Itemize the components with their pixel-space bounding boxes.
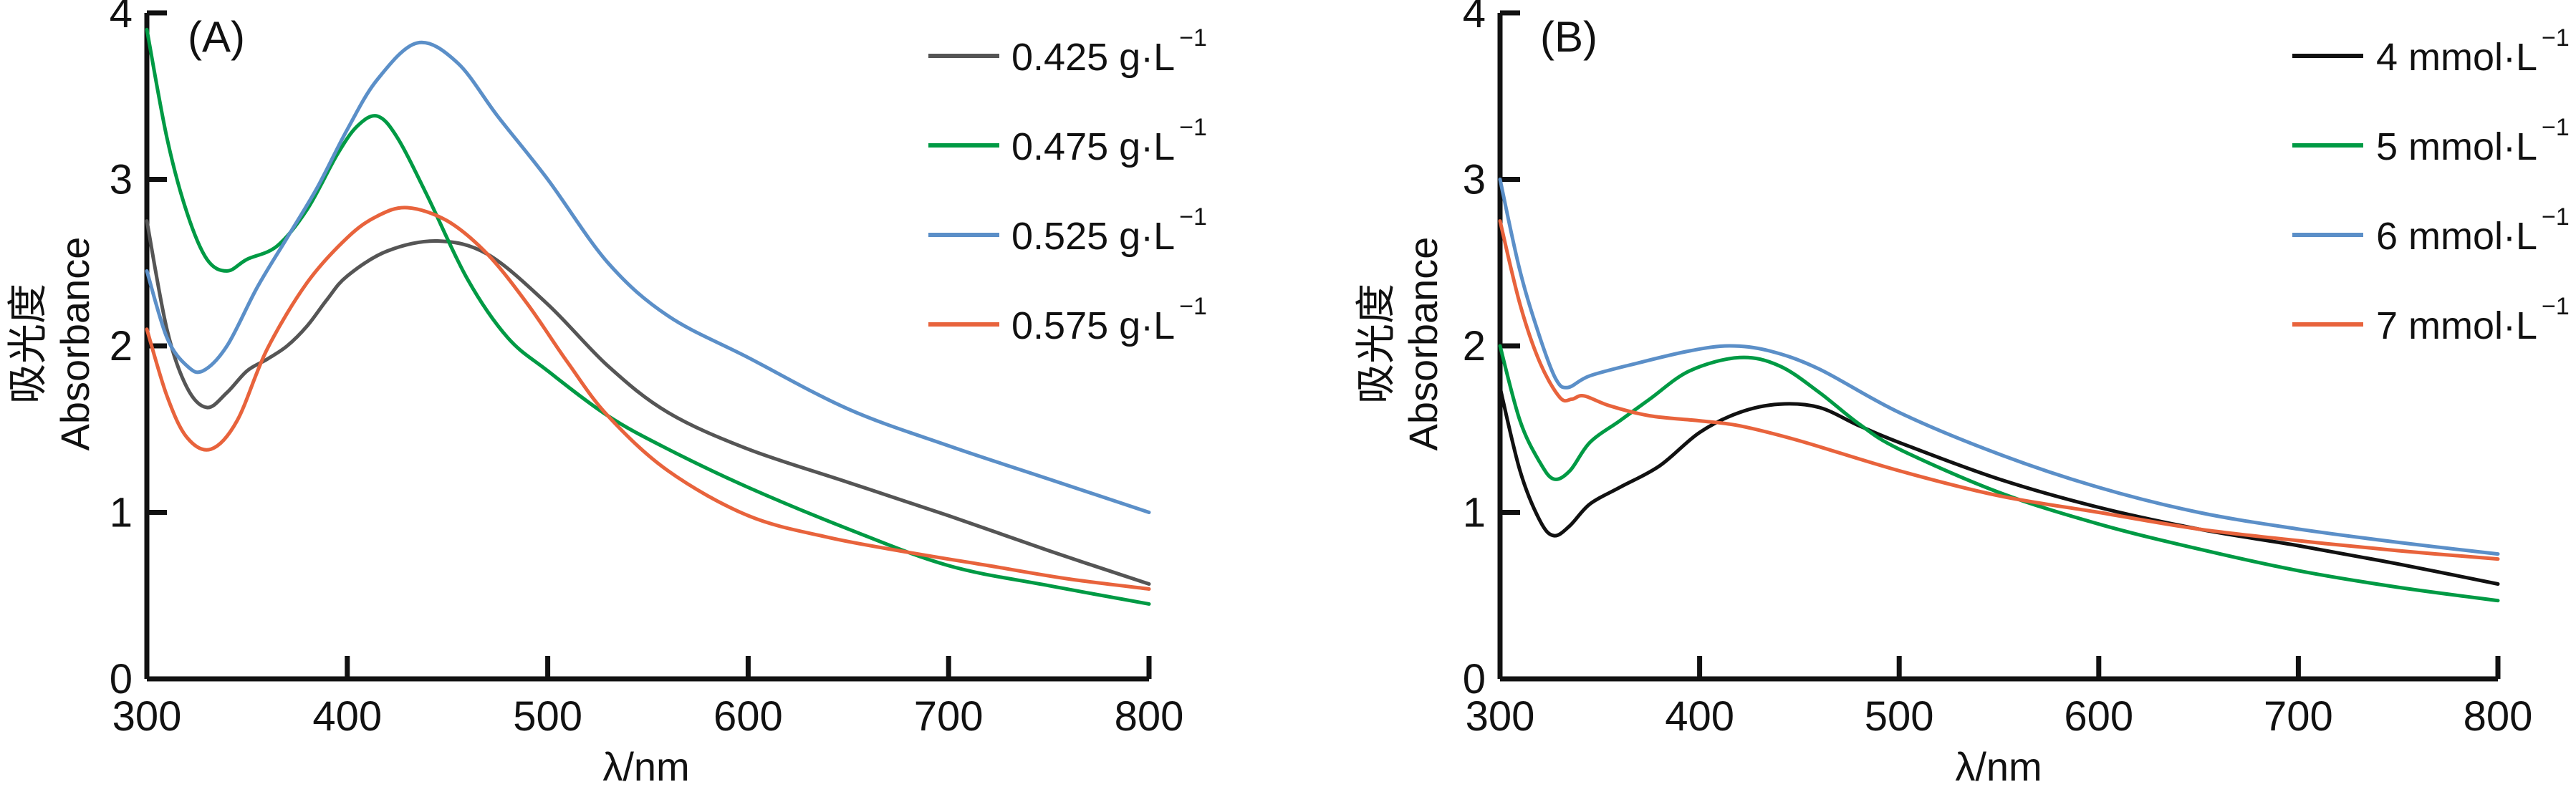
legend-label: 0.575 g·L: [1011, 304, 1175, 347]
y-tick-label: 2: [1463, 323, 1486, 370]
legend-label: 5 mmol·L: [2376, 125, 2537, 168]
legend-superscript: −1: [2542, 24, 2570, 52]
x-axis-label: λ/nm: [602, 744, 689, 787]
x-tick-label: 300: [1466, 693, 1535, 740]
x-tick-label: 800: [1115, 693, 1184, 740]
x-tick-label: 700: [914, 693, 984, 740]
legend-superscript: −1: [1179, 293, 1207, 320]
panel-label: (A): [188, 13, 245, 61]
legend-label: 0.425 g·L: [1011, 36, 1175, 79]
legend-entry: 7 mmol·L −1: [2292, 293, 2570, 347]
y-tick-label: 2: [110, 323, 133, 370]
legend-entry: 0.425 g·L −1: [928, 24, 1207, 79]
panel-a: (A) 吸光度 Absorbance λ/nm 0 1 2 3 4 300 400 500 60…: [5, 0, 1207, 787]
legend: 0.425 g·L −10.475 g·L −10.525 g·L −10.575 g…: [928, 24, 1207, 347]
legend-superscript: −1: [2542, 203, 2570, 231]
series-line: [145, 219, 1151, 586]
legend-superscript: −1: [2542, 293, 2570, 320]
x-tick-label: 500: [1865, 693, 1934, 740]
y-tick-label: 3: [1463, 157, 1486, 203]
legend-label: 4 mmol·L: [2376, 36, 2537, 79]
series-line: [1498, 219, 2500, 561]
legend: 4 mmol·L −15 mmol·L −16 mmol·L −17 mmol·L −1: [2292, 24, 2570, 347]
x-tick-label: 700: [2264, 693, 2333, 740]
legend-entry: 4 mmol·L −1: [2292, 24, 2570, 79]
legend-entry: 0.475 g·L −1: [928, 114, 1207, 168]
y-axis-label-cn: 吸光度: [5, 284, 50, 404]
legend-entry: 0.575 g·L −1: [928, 293, 1207, 347]
legend-superscript: −1: [1179, 24, 1207, 52]
y-axis-label: Absorbance: [52, 237, 97, 451]
legend-entry: 6 mmol·L −1: [2292, 203, 2570, 258]
legend-superscript: −1: [1179, 114, 1207, 141]
x-tick-label: 800: [2464, 693, 2533, 740]
x-axis-label: λ/nm: [1955, 744, 2042, 787]
series-line: [145, 206, 1151, 591]
y-axis-label-cn: 吸光度: [1353, 284, 1398, 404]
y-tick-label: 3: [110, 157, 133, 203]
x-tick-label: 300: [112, 693, 182, 740]
legend-label: 0.525 g·L: [1011, 215, 1175, 258]
legend-label: 6 mmol·L: [2376, 215, 2537, 258]
legend-superscript: −1: [2542, 114, 2570, 141]
y-axis-label: Absorbance: [1400, 237, 1446, 451]
x-tick-label: 600: [713, 693, 783, 740]
legend-entry: 5 mmol·L −1: [2292, 114, 2570, 168]
series-line: [145, 40, 1151, 514]
x-tick-label: 400: [1665, 693, 1734, 740]
legend-label: 7 mmol·L: [2376, 304, 2537, 347]
series-line: [145, 27, 1151, 606]
y-tick-label: 1: [110, 490, 133, 536]
y-tick-label: 1: [1463, 490, 1486, 536]
legend-label: 0.475 g·L: [1011, 125, 1175, 168]
y-tick-label: 0: [1463, 656, 1486, 702]
x-tick-label: 400: [312, 693, 382, 740]
series-line: [1498, 344, 2500, 603]
y-tick-label: 4: [1463, 0, 1486, 37]
panel-b: (B) 吸光度 Absorbance λ/nm 0 1 2 3 4 300 400 500 60…: [1353, 0, 2570, 787]
x-tick-label: 500: [513, 693, 582, 740]
y-tick-label: 0: [110, 656, 133, 702]
series-line: [1498, 178, 2500, 556]
panel-label: (B): [1540, 13, 1597, 61]
y-tick-label: 4: [110, 0, 133, 37]
legend-superscript: −1: [1179, 203, 1207, 231]
x-tick-label: 600: [2064, 693, 2133, 740]
legend-entry: 0.525 g·L −1: [928, 203, 1207, 258]
